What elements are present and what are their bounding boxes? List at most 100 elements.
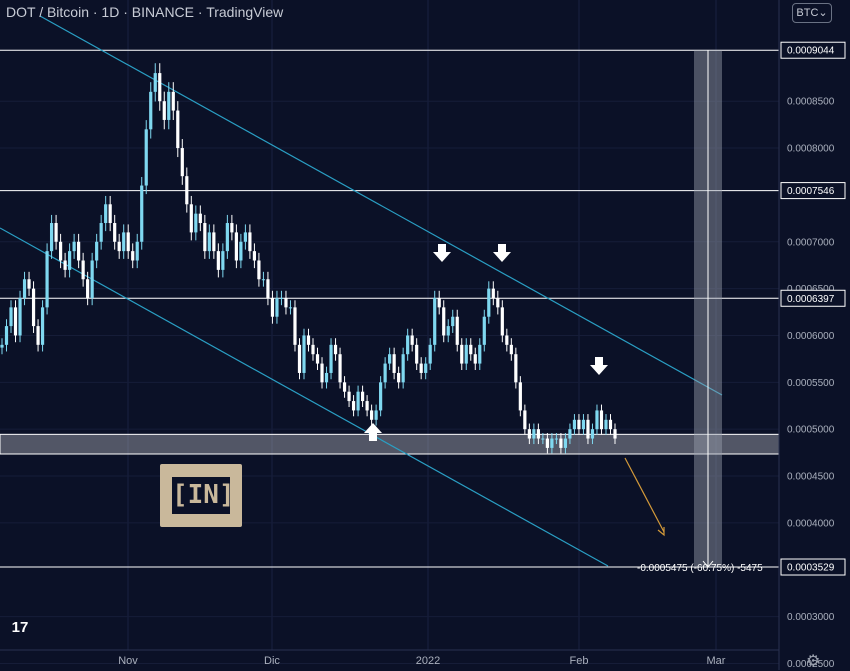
up-arrow-marker [364,423,382,441]
measure-label: -0.0005475 (-60.75%) -5475 [637,563,763,574]
tradingview-logo[interactable]: 17 [11,619,29,636]
candle-body-27 [122,232,126,252]
settings-gear-icon[interactable]: ⚙ [806,653,821,670]
candle-body-117 [527,429,531,439]
down-arrow-marker-3 [590,357,608,375]
candle-body-111 [500,307,504,336]
candle-body-104 [469,344,473,355]
candle-body-44 [198,213,202,224]
candle-body-106 [478,344,482,364]
candle-body-115 [518,382,522,411]
candle-body-39 [176,110,180,149]
candle-body-13 [58,241,63,261]
candle-body-74 [333,344,338,355]
price-tick-2: 0.0008000 [787,144,835,155]
candle-body-61 [275,297,279,317]
candle-body-133 [599,410,604,430]
candle-body-101 [455,316,459,345]
candle-body-68 [306,335,311,345]
price-tick-1: 0.0008500 [787,97,835,108]
candle-body-100 [451,316,455,327]
price-tick-8: 0.0005500 [787,378,835,389]
candle-body-71 [320,363,324,383]
candle-body-91 [410,335,414,345]
candle-body-93 [419,363,423,373]
down-arrow-marker-1 [433,244,451,262]
candle-body-86 [388,354,392,364]
candle-body-4 [18,297,22,336]
watermark-text: [IN] [172,480,235,510]
candle-body-64 [288,307,293,309]
candle-body-29 [131,251,135,261]
price-tick-11: 0.0004000 [787,518,835,529]
candle-body-120 [541,438,545,440]
candle-body-131 [590,429,595,439]
candle-body-34 [153,73,157,92]
candle-body-22 [99,223,103,242]
candle-body-81 [365,401,369,411]
candle-body-3 [13,307,18,336]
candle-body-14 [63,260,67,270]
candle-body-72 [324,372,329,383]
candle-body-105 [473,354,477,364]
candle-body-127 [572,419,577,430]
candle-body-48 [216,251,220,270]
candle-body-110 [496,297,500,308]
candle-body-43 [194,213,198,233]
candle-body-51 [230,223,234,233]
candle-body-57 [257,260,261,280]
candle-body-78 [351,401,356,411]
candle-body-5 [22,279,27,298]
candle-body-18 [81,260,85,280]
candle-body-19 [86,279,90,298]
candle-body-121 [545,438,549,448]
candle-body-109 [491,288,495,298]
candle-body-6 [27,279,31,289]
price-tick-14: 0.0002500 [787,659,835,670]
candle-body-42 [189,204,193,233]
candle-body-123 [554,438,559,440]
candle-body-59 [266,279,270,298]
candle-body-20 [90,260,94,298]
candle-body-108 [487,288,491,317]
candle-body-122 [550,438,554,448]
candle-body-85 [383,363,387,383]
candle-body-69 [311,344,315,355]
candle-body-124 [559,438,563,448]
candle-body-135 [608,419,613,430]
candle-body-116 [523,410,527,430]
candle-body-98 [442,307,446,336]
price-tick-4: 0.0007000 [787,237,835,248]
candle-body-8 [36,326,40,345]
candle-body-1 [4,326,9,345]
time-label-4: Mar [707,655,726,667]
candle-body-25 [113,223,117,242]
candle-body-24 [108,204,112,224]
candle-body-31 [140,185,144,242]
candle-body-80 [360,391,365,402]
candle-body-113 [509,344,513,355]
candle-body-119 [536,429,540,439]
candle-body-89 [401,354,405,383]
candle-body-16 [72,241,76,252]
candle-body-73 [329,344,333,373]
candle-body-75 [338,354,342,383]
candle-body-63 [284,297,288,308]
candle-body-112 [505,335,509,345]
candle-body-36 [162,101,166,120]
candle-body-0 [0,344,4,348]
candle-body-83 [374,410,378,420]
candle-body-45 [203,223,207,252]
candle-body-95 [428,344,432,364]
candle-body-77 [347,391,351,402]
currency-selector-button[interactable]: BTC⌄ [792,3,832,23]
candle-body-125 [563,438,568,448]
price-label-box-3 [780,182,846,200]
price-label-box-0 [780,41,846,59]
candle-body-53 [239,241,243,261]
candle-body-23 [104,204,108,224]
candle-body-26 [117,241,121,252]
candle-body-38 [171,91,175,111]
candle-body-49 [221,251,225,270]
